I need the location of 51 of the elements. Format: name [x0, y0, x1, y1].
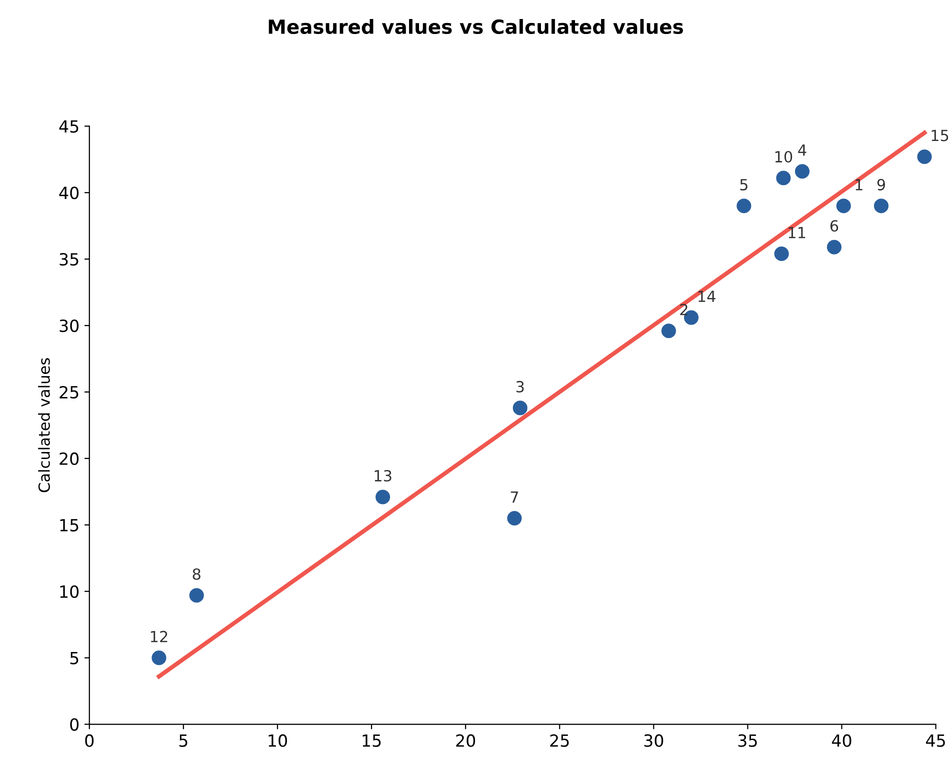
x-tick-label: 15	[362, 734, 381, 747]
chart-title: Measured values vs Calculated values	[268, 19, 683, 34]
x-tick-label: 35	[738, 734, 757, 747]
y-tick-label: 20	[60, 452, 79, 466]
x-tick-label: 0	[85, 734, 94, 747]
point	[376, 490, 390, 504]
annotation: 7	[510, 491, 518, 503]
point	[512, 400, 528, 416]
annotation: 8	[192, 568, 200, 580]
y-tick-label: 35	[60, 253, 78, 266]
annotation: 9	[877, 178, 886, 190]
point	[836, 198, 851, 214]
point	[774, 246, 789, 262]
annotation: 15	[932, 130, 948, 142]
y-tick-label: 40	[59, 186, 79, 200]
x-tick-label: 30	[644, 734, 664, 747]
point	[776, 170, 791, 186]
y-tick-label: 45	[59, 120, 78, 133]
x-tick-label: 25	[550, 734, 569, 747]
point	[736, 198, 752, 214]
x-tick-label: 20	[456, 734, 476, 747]
annotation: 13	[374, 470, 392, 482]
annotation: 12	[150, 630, 168, 642]
annotation: 1	[856, 179, 862, 190]
y-tick-label: 15	[60, 519, 78, 532]
annotation: 11	[788, 226, 806, 238]
x-tick-label: 40	[832, 734, 852, 747]
point	[826, 240, 842, 254]
y-tick-label: 0	[70, 718, 79, 731]
annotation: 14	[698, 290, 716, 302]
annotation: 10	[775, 150, 792, 163]
y-tick-label: 25	[60, 386, 78, 399]
annotation: 6	[830, 220, 838, 232]
y-tick-label: 30	[60, 319, 79, 332]
point	[661, 324, 676, 338]
point	[189, 588, 204, 603]
annotation: 4	[798, 144, 806, 156]
annotation: 3	[516, 380, 524, 392]
y-tick-label: 5	[70, 652, 78, 664]
annotation: 2	[680, 304, 688, 316]
y-tick-label: 10	[60, 585, 79, 598]
x-tick-label: 45	[926, 734, 945, 747]
point	[152, 650, 166, 666]
point	[917, 149, 932, 164]
annotation: 5	[740, 179, 748, 190]
point	[507, 510, 522, 526]
point	[794, 164, 810, 179]
x-tick-label: 10	[268, 734, 287, 747]
y-axis-title: Calculated values	[38, 358, 50, 492]
x-tick-label: 5	[179, 734, 188, 747]
point	[874, 198, 889, 214]
